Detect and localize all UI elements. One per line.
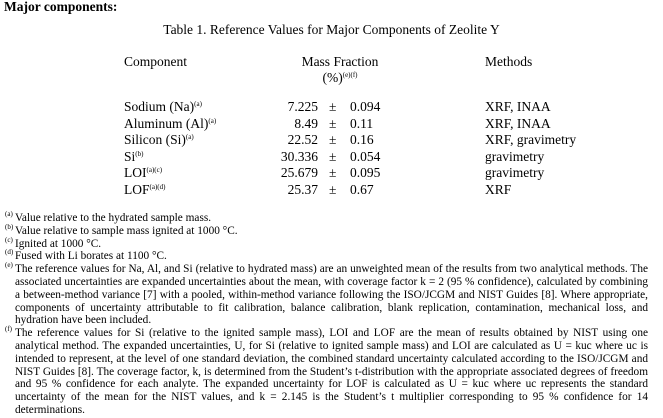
- methods: XRF, gravimetry: [485, 132, 577, 147]
- component-note: (a): [208, 116, 217, 125]
- header-mass-fraction-label: Mass Fraction: [301, 54, 379, 69]
- table-row: LOF(a)(d) 25.37 ± 0.67 XRF: [0, 182, 663, 198]
- footnote-mark: (e): [5, 261, 13, 270]
- footnote-text: Ignited at 1000 °C.: [15, 237, 102, 250]
- component-name: LOF: [124, 181, 150, 197]
- header-unit: (%): [322, 70, 343, 85]
- plus-minus: ±: [329, 115, 337, 131]
- header-component: Component: [124, 54, 187, 69]
- header-methods: Methods: [485, 54, 533, 69]
- footnote-mark: (f): [5, 325, 12, 334]
- methods: XRF, INAA: [485, 115, 551, 131]
- plus-minus: ±: [329, 99, 337, 114]
- plus-minus: ±: [329, 165, 337, 180]
- footnote: (d) Fused with Li borates at 1100 °C.: [5, 248, 648, 263]
- plus-minus: ±: [329, 148, 337, 164]
- component-name: Sodium (Na): [124, 99, 195, 114]
- value: 25.37: [287, 181, 318, 197]
- footnote: (a) Value relative to the hydrated sample…: [5, 210, 648, 225]
- component-note: (a)(d): [149, 182, 166, 191]
- footnote-mark: (b): [5, 222, 14, 231]
- table-row: Aluminum (Al)(a) 8.49 ± 0.11 XRF, INAA: [0, 116, 663, 132]
- footnote-mark: (c): [5, 235, 13, 244]
- footnote-text: Fused with Li borates at 1100 °C.: [15, 250, 167, 263]
- table-row: Sodium (Na)(a) 7.225 ± 0.094 XRF, INAA: [0, 99, 663, 115]
- footnote: (b) Value relative to sample mass ignited…: [5, 222, 648, 238]
- header-unit-notes: (e)(f): [342, 71, 358, 79]
- footnote-text: The reference values for Si (relative to…: [15, 327, 648, 416]
- component: Si(b): [124, 149, 143, 165]
- uncertainty: 0.094: [350, 99, 381, 114]
- value: 8.49: [294, 115, 318, 131]
- component: Sodium (Na)(a): [124, 99, 202, 115]
- component-note: (a)(c): [146, 166, 163, 174]
- component-name: LOI: [124, 165, 147, 180]
- uncertainty: 0.11: [350, 115, 374, 131]
- component: LOI(a)(c): [124, 165, 162, 181]
- methods: XRF: [485, 181, 512, 197]
- component-name: Silicon (Si): [124, 132, 186, 147]
- component-note: (a): [194, 100, 202, 108]
- footnote-mark: (a): [5, 210, 13, 218]
- component-note: (a): [185, 133, 194, 141]
- value: 30.336: [280, 148, 318, 164]
- component-name: Aluminum (Al): [124, 115, 209, 131]
- uncertainty: 0.095: [350, 165, 381, 180]
- footnote-text: Value relative to sample mass ignited at…: [15, 224, 238, 237]
- footnote: (f) The reference values for Si (relative…: [5, 325, 648, 417]
- uncertainty: 0.054: [350, 148, 381, 164]
- header-mass-fraction: Mass Fraction (%)(e)(f): [290, 54, 390, 86]
- value: 25.679: [280, 165, 318, 180]
- component-note: (b): [135, 149, 144, 158]
- component: Silicon (Si)(a): [124, 132, 194, 148]
- table-row: LOI(a)(c) 25.679 ± 0.095 gravimetry: [0, 165, 663, 181]
- component-name: Si: [124, 148, 136, 164]
- table-row: Si(b) 30.336 ± 0.054 gravimetry: [0, 149, 663, 165]
- footnote: (c) Ignited at 1000 °C.: [5, 235, 648, 251]
- methods: gravimetry: [485, 148, 545, 164]
- plus-minus: ±: [329, 181, 337, 197]
- value: 7.225: [287, 99, 318, 114]
- footnote: (e) The reference values for Na, Al, and …: [5, 261, 648, 327]
- methods: XRF, INAA: [485, 99, 551, 114]
- methods: gravimetry: [485, 165, 545, 180]
- table-caption: Table 1. Reference Values for Major Comp…: [163, 22, 500, 37]
- footnotes: (a) Value relative to the hydrated sample…: [5, 210, 648, 417]
- uncertainty: 0.67: [350, 181, 374, 197]
- footnote-text: Value relative to the hydrated sample ma…: [15, 212, 212, 224]
- component: Aluminum (Al)(a): [124, 116, 216, 132]
- table-row: Silicon (Si)(a) 22.52 ± 0.16 XRF, gravim…: [0, 132, 663, 148]
- section-heading: Major components:: [4, 0, 118, 14]
- value: 22.52: [287, 132, 318, 147]
- footnote-mark: (d): [5, 248, 14, 257]
- plus-minus: ±: [329, 132, 337, 147]
- component: LOF(a)(d): [124, 182, 165, 198]
- uncertainty: 0.16: [350, 132, 374, 147]
- footnote-text: The reference values for Na, Al, and Si …: [15, 263, 648, 327]
